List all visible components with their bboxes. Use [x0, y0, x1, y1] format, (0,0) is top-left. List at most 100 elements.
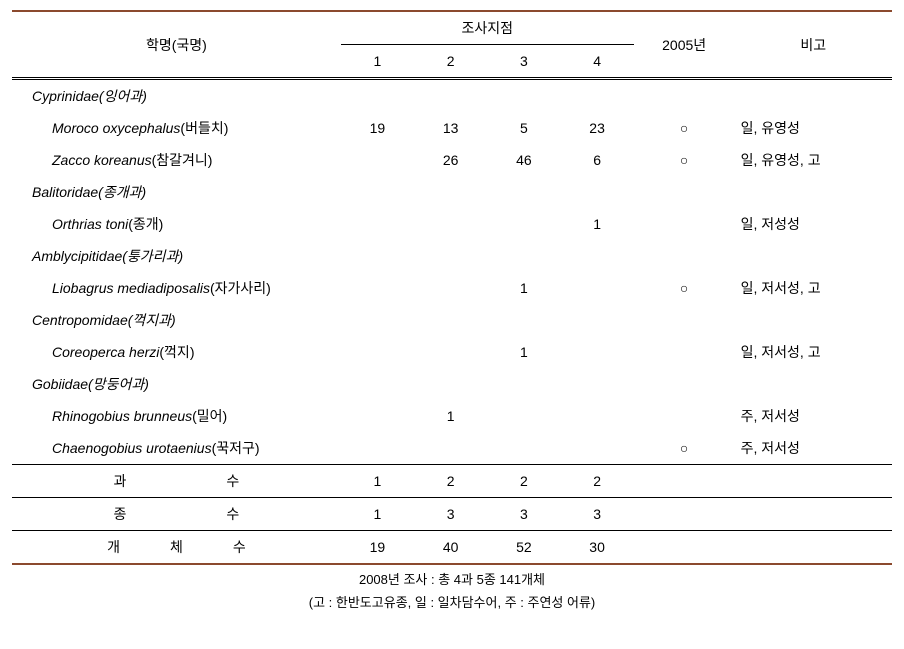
header-point-3: 3 — [487, 45, 560, 79]
value-cell — [341, 336, 414, 368]
empty-cell — [414, 368, 487, 400]
family-name: Amblycipitidae(퉁가리과) — [12, 240, 341, 272]
summary-value: 40 — [414, 531, 487, 565]
summary-value: 3 — [414, 498, 487, 531]
remark-cell: 일, 저서성, 고 — [735, 272, 892, 304]
empty-cell — [735, 531, 892, 565]
summary-value: 52 — [487, 531, 560, 565]
header-remark: 비고 — [735, 11, 892, 79]
summary-value: 2 — [560, 465, 633, 498]
remark-cell: 일, 유영성 — [735, 112, 892, 144]
value-cell: 5 — [487, 112, 560, 144]
empty-cell — [735, 79, 892, 113]
summary-value: 2 — [487, 465, 560, 498]
empty-cell — [487, 79, 560, 113]
year-cell: ○ — [634, 112, 735, 144]
value-cell — [341, 400, 414, 432]
summary-value: 3 — [560, 498, 633, 531]
summary-value: 30 — [560, 531, 633, 565]
value-cell — [341, 272, 414, 304]
empty-cell — [560, 176, 633, 208]
species-name: Rhinogobius brunneus(밀어) — [12, 400, 341, 432]
value-cell — [487, 400, 560, 432]
value-cell: 1 — [414, 400, 487, 432]
empty-cell — [735, 368, 892, 400]
summary-value: 1 — [341, 465, 414, 498]
empty-cell — [735, 304, 892, 336]
summary-value: 2 — [414, 465, 487, 498]
value-cell: 1 — [487, 272, 560, 304]
species-name: Orthrias toni(종개) — [12, 208, 341, 240]
empty-cell — [634, 240, 735, 272]
value-cell — [560, 336, 633, 368]
empty-cell — [634, 531, 735, 565]
remark-cell: 주, 저서성 — [735, 400, 892, 432]
value-cell — [560, 272, 633, 304]
empty-cell — [414, 176, 487, 208]
empty-cell — [634, 498, 735, 531]
value-cell: 6 — [560, 144, 633, 176]
summary-value: 3 — [487, 498, 560, 531]
value-cell — [487, 208, 560, 240]
fish-survey-table: 학명(국명) 조사지점 2005년 비고 1 2 3 4 Cyprinidae(… — [12, 10, 892, 565]
summary-label: 개체수 — [12, 531, 341, 565]
year-cell — [634, 208, 735, 240]
empty-cell — [487, 304, 560, 336]
family-name: Cyprinidae(잉어과) — [12, 79, 341, 113]
species-name: Zacco koreanus(참갈겨니) — [12, 144, 341, 176]
empty-cell — [560, 368, 633, 400]
family-name: Centropomidae(꺽지과) — [12, 304, 341, 336]
header-point-4: 4 — [560, 45, 633, 79]
empty-cell — [341, 368, 414, 400]
value-cell: 19 — [341, 112, 414, 144]
empty-cell — [634, 79, 735, 113]
footnote-1: 2008년 조사 : 총 4과 5종 141개체 — [10, 569, 894, 588]
empty-cell — [735, 498, 892, 531]
year-cell: ○ — [634, 272, 735, 304]
value-cell — [341, 432, 414, 465]
summary-label: 종수 — [12, 498, 341, 531]
empty-cell — [487, 176, 560, 208]
species-name: Liobagrus mediadiposalis(자가사리) — [12, 272, 341, 304]
empty-cell — [560, 79, 633, 113]
species-name: Coreoperca herzi(꺽지) — [12, 336, 341, 368]
empty-cell — [414, 304, 487, 336]
empty-cell — [487, 240, 560, 272]
value-cell: 1 — [487, 336, 560, 368]
empty-cell — [341, 79, 414, 113]
empty-cell — [487, 368, 560, 400]
value-cell — [560, 400, 633, 432]
value-cell — [560, 432, 633, 465]
family-name: Balitoridae(종개과) — [12, 176, 341, 208]
empty-cell — [735, 240, 892, 272]
year-cell — [634, 336, 735, 368]
family-name: Gobiidae(망둥어과) — [12, 368, 341, 400]
header-survey-point: 조사지점 — [341, 11, 634, 45]
year-cell: ○ — [634, 144, 735, 176]
empty-cell — [414, 240, 487, 272]
species-name: Moroco oxycephalus(버들치) — [12, 112, 341, 144]
empty-cell — [560, 304, 633, 336]
footnote-2: (고 : 한반도고유종, 일 : 일차담수어, 주 : 주연성 어류) — [10, 592, 894, 611]
year-cell — [634, 400, 735, 432]
year-cell: ○ — [634, 432, 735, 465]
empty-cell — [341, 240, 414, 272]
value-cell — [414, 208, 487, 240]
empty-cell — [634, 368, 735, 400]
value-cell: 1 — [560, 208, 633, 240]
remark-cell: 일, 저성성 — [735, 208, 892, 240]
remark-cell: 일, 유영성, 고 — [735, 144, 892, 176]
empty-cell — [634, 304, 735, 336]
header-year: 2005년 — [634, 11, 735, 79]
empty-cell — [735, 176, 892, 208]
value-cell: 13 — [414, 112, 487, 144]
value-cell — [487, 432, 560, 465]
header-point-1: 1 — [341, 45, 414, 79]
value-cell — [414, 336, 487, 368]
value-cell — [414, 272, 487, 304]
empty-cell — [414, 79, 487, 113]
empty-cell — [634, 465, 735, 498]
value-cell — [414, 432, 487, 465]
remark-cell: 일, 저서성, 고 — [735, 336, 892, 368]
header-point-2: 2 — [414, 45, 487, 79]
